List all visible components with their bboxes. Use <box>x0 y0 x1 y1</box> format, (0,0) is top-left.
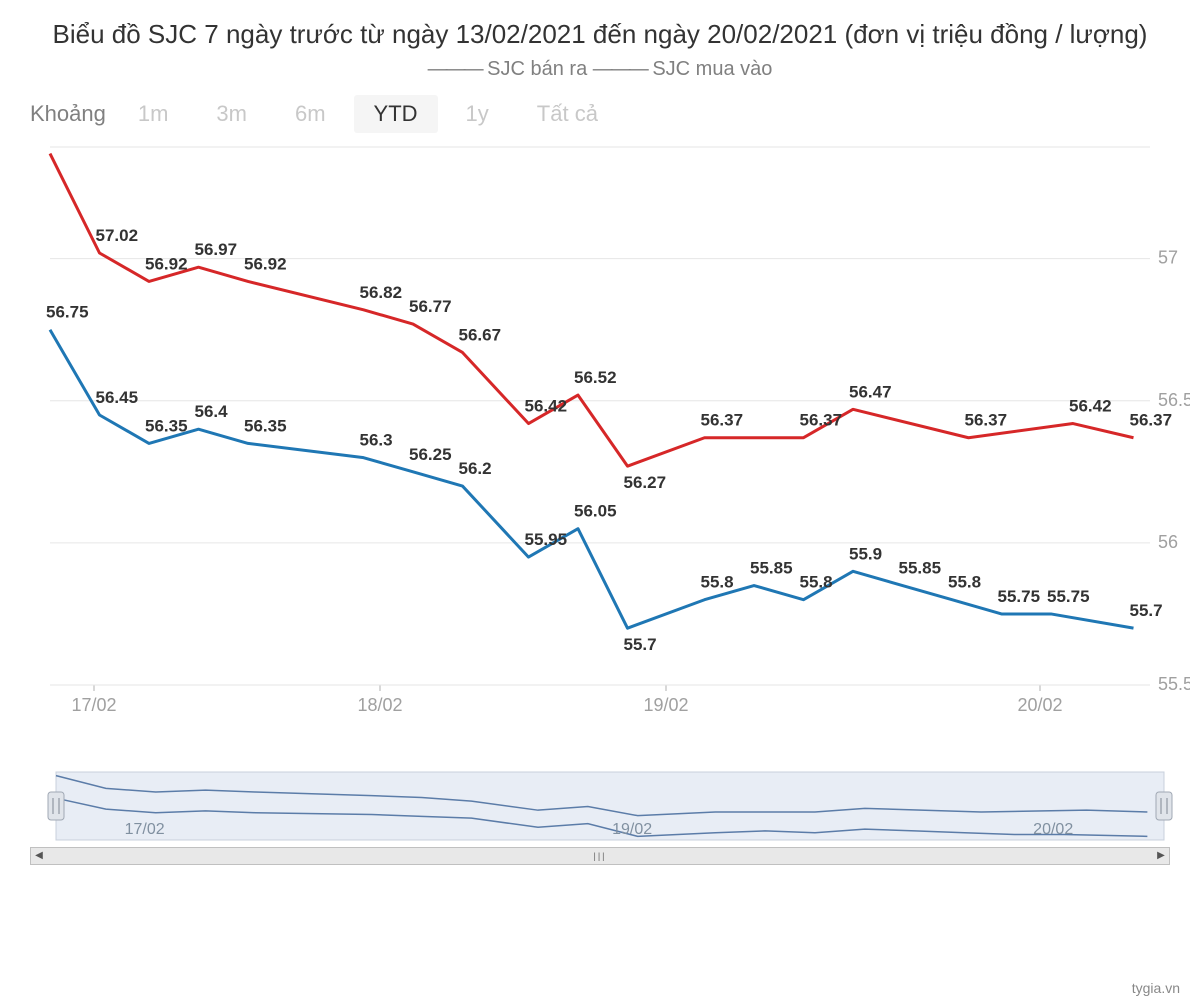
range-button-6m[interactable]: 6m <box>275 95 346 133</box>
svg-text:56.37: 56.37 <box>800 411 843 430</box>
scroll-track[interactable]: ||| <box>47 851 1153 861</box>
legend-dash-1: ——— <box>428 58 482 80</box>
svg-text:56.5: 56.5 <box>1158 390 1190 410</box>
svg-text:56.52: 56.52 <box>574 368 617 387</box>
svg-text:56.37: 56.37 <box>1130 411 1173 430</box>
svg-text:19/02: 19/02 <box>643 695 688 715</box>
attribution-text: tygia.vn <box>1132 980 1180 996</box>
svg-text:56.77: 56.77 <box>409 297 452 316</box>
navigator-scrollbar[interactable]: ◀ ||| ▶ <box>30 847 1170 865</box>
svg-text:55.8: 55.8 <box>948 573 981 592</box>
svg-text:19/02: 19/02 <box>612 821 652 838</box>
navigator-handle[interactable] <box>48 792 64 820</box>
navigator-area: 17/02 19/02 20/02 ◀ ||| ▶ <box>30 770 1170 865</box>
legend-series-2: SJC mua vào <box>652 58 772 80</box>
svg-text:20/02: 20/02 <box>1033 821 1073 838</box>
svg-text:56.92: 56.92 <box>244 254 287 273</box>
chart-container: Biểu đồ SJC 7 ngày trước từ ngày 13/02/2… <box>0 0 1200 1000</box>
svg-text:56: 56 <box>1158 532 1178 552</box>
svg-text:57: 57 <box>1158 247 1178 267</box>
navigator-svg[interactable]: 17/02 19/02 20/02 <box>30 770 1190 842</box>
svg-text:56.45: 56.45 <box>96 388 139 407</box>
range-buttons: 1m3m6mYTD1yTất cả <box>118 95 618 133</box>
svg-text:55.75: 55.75 <box>998 587 1041 606</box>
svg-text:56.25: 56.25 <box>409 445 452 464</box>
svg-text:55.7: 55.7 <box>1130 601 1163 620</box>
svg-text:56.35: 56.35 <box>145 416 188 435</box>
svg-text:55.85: 55.85 <box>750 558 793 577</box>
navigator-handle[interactable] <box>1156 792 1172 820</box>
range-selector: Khoảng 1m3m6mYTD1yTất cả <box>10 91 1190 145</box>
svg-text:56.97: 56.97 <box>195 240 238 259</box>
svg-text:56.37: 56.37 <box>701 411 744 430</box>
range-button-ytd[interactable]: YTD <box>354 95 438 133</box>
chart-title: Biểu đồ SJC 7 ngày trước từ ngày 13/02/2… <box>50 18 1150 52</box>
svg-text:56.47: 56.47 <box>849 382 892 401</box>
svg-text:56.92: 56.92 <box>145 254 188 273</box>
range-button-3m[interactable]: 3m <box>196 95 267 133</box>
svg-text:56.42: 56.42 <box>525 396 568 415</box>
scroll-left-arrow[interactable]: ◀ <box>31 848 47 864</box>
svg-text:57.02: 57.02 <box>96 226 139 245</box>
svg-text:56.4: 56.4 <box>195 402 229 421</box>
svg-text:56.37: 56.37 <box>965 411 1008 430</box>
svg-text:17/02: 17/02 <box>71 695 116 715</box>
svg-text:56.3: 56.3 <box>360 430 393 449</box>
svg-text:56.35: 56.35 <box>244 416 287 435</box>
svg-text:56.82: 56.82 <box>360 283 403 302</box>
svg-text:17/02: 17/02 <box>125 821 165 838</box>
legend-dash-2: ——— <box>593 58 647 80</box>
svg-text:55.85: 55.85 <box>899 558 942 577</box>
legend-series-1: SJC bán ra <box>487 58 587 80</box>
svg-text:56.2: 56.2 <box>459 459 492 478</box>
range-label: Khoảng <box>30 101 106 127</box>
svg-text:55.95: 55.95 <box>525 530 568 549</box>
range-button-1y[interactable]: 1y <box>446 95 509 133</box>
chart-legend: ——— SJC bán ra ——— SJC mua vào <box>10 58 1190 81</box>
svg-text:56.42: 56.42 <box>1069 396 1112 415</box>
svg-text:56.75: 56.75 <box>46 303 89 322</box>
svg-text:18/02: 18/02 <box>357 695 402 715</box>
line-chart-svg: 55.5 56 56.5 57 17/02 18/02 19/02 20/02 57.37 57.… <box>30 145 1190 745</box>
svg-text:56.27: 56.27 <box>624 473 667 492</box>
scroll-right-arrow[interactable]: ▶ <box>1153 848 1169 864</box>
svg-text:55.9: 55.9 <box>849 544 882 563</box>
svg-text:55.8: 55.8 <box>800 573 833 592</box>
range-button-tất-cả[interactable]: Tất cả <box>517 95 618 133</box>
svg-text:55.75: 55.75 <box>1047 587 1090 606</box>
svg-text:57.37: 57.37 <box>46 145 89 146</box>
range-button-1m[interactable]: 1m <box>118 95 189 133</box>
svg-text:55.8: 55.8 <box>701 573 734 592</box>
svg-text:55.5: 55.5 <box>1158 674 1190 694</box>
svg-text:56.05: 56.05 <box>574 501 617 520</box>
svg-text:20/02: 20/02 <box>1017 695 1062 715</box>
svg-text:56.67: 56.67 <box>459 325 502 344</box>
main-plot-area: 55.55656.55717/0218/0219/0220/0257.3757.… <box>30 145 1170 750</box>
svg-text:55.7: 55.7 <box>624 635 657 654</box>
